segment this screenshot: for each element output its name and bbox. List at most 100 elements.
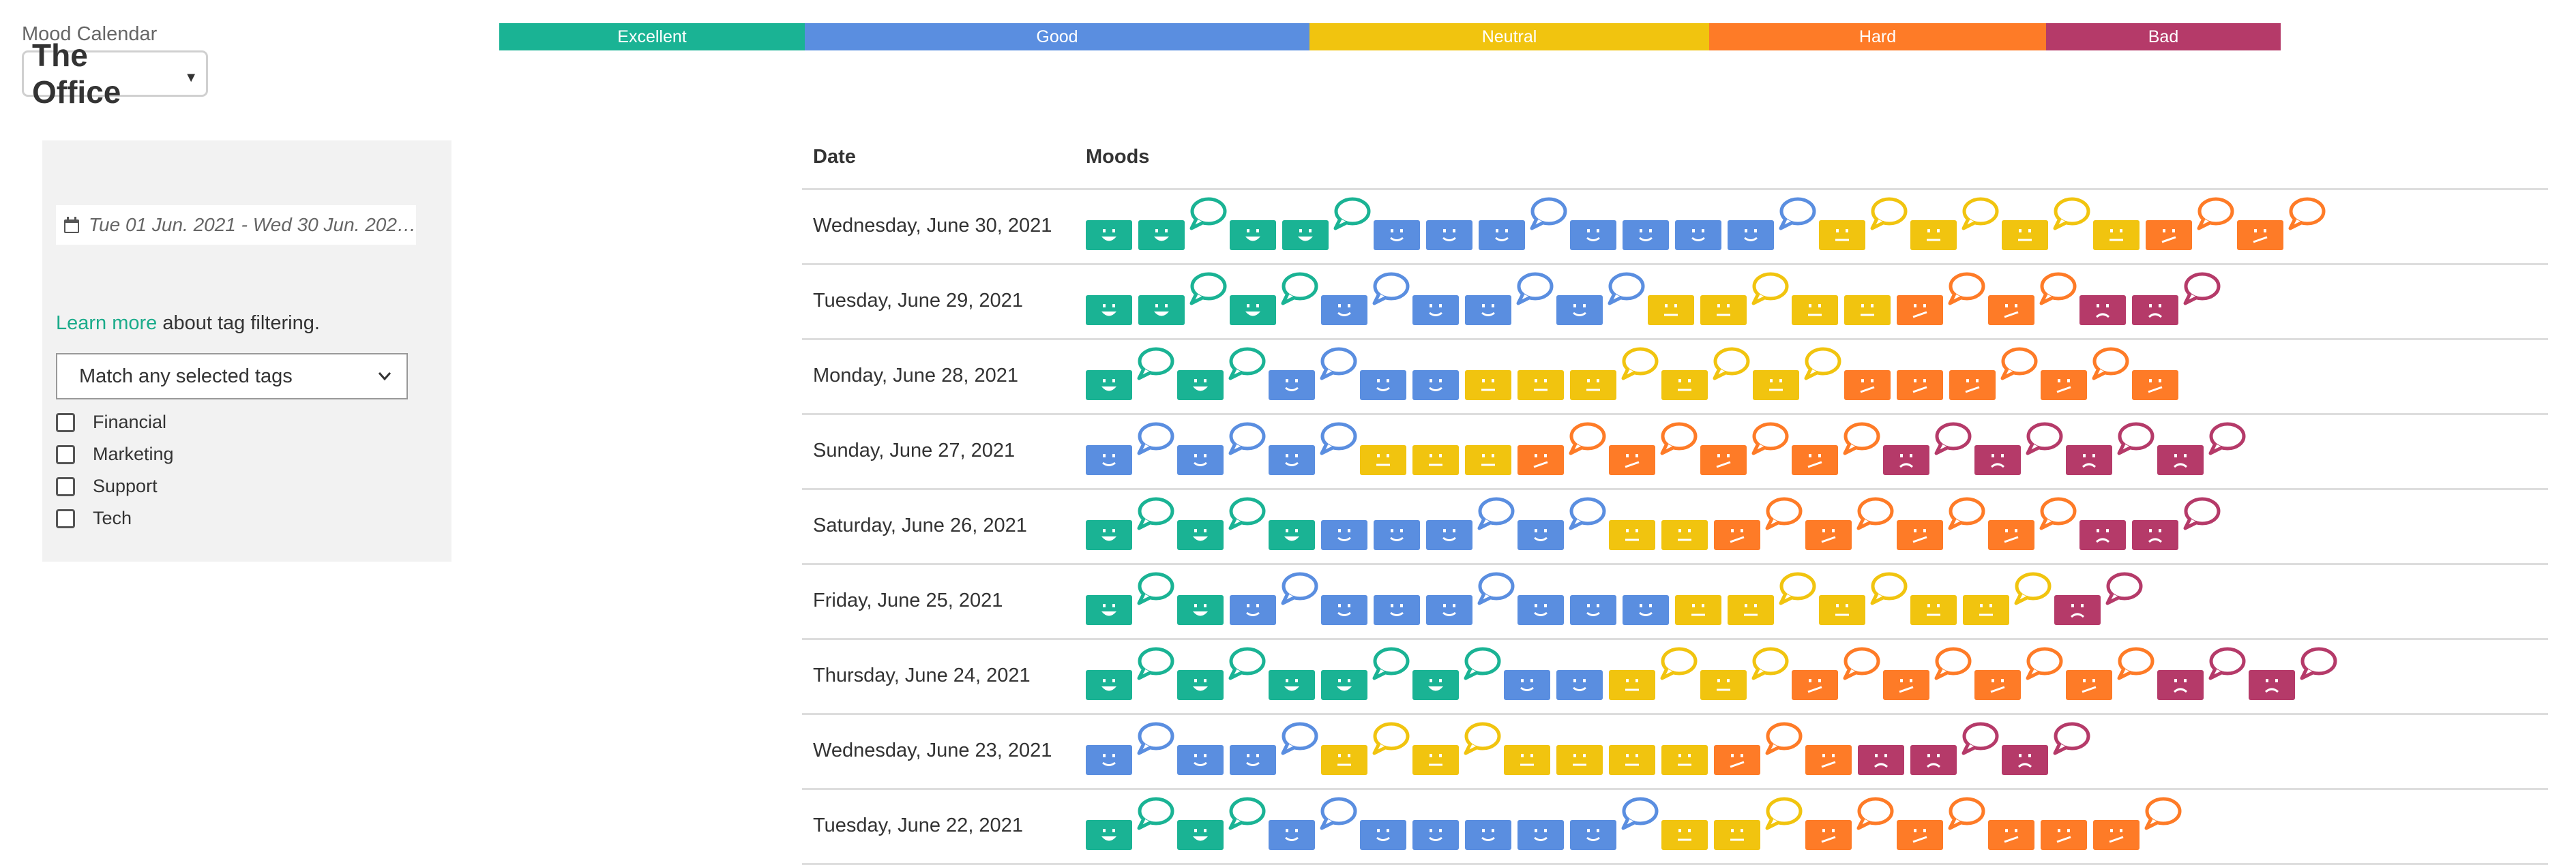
mood-hard-icon[interactable] (2093, 820, 2140, 850)
mood-good-icon[interactable] (1465, 295, 1511, 325)
comment-bubble-icon[interactable] (1764, 797, 1803, 831)
mood-excellent-icon[interactable] (1269, 670, 1315, 700)
comment-bubble-icon[interactable] (2052, 722, 2090, 756)
mood-bad-icon[interactable] (2002, 745, 2048, 775)
mood-excellent-icon[interactable] (1086, 220, 1132, 250)
mood-good-icon[interactable] (1623, 220, 1669, 250)
comment-bubble-icon[interactable] (2025, 422, 2063, 456)
mood-hard-icon[interactable] (1700, 445, 1747, 475)
mood-good-icon[interactable] (1086, 745, 1132, 775)
mood-good-icon[interactable] (1518, 520, 1564, 550)
mood-hard-icon[interactable] (1805, 745, 1852, 775)
mood-good-icon[interactable] (1269, 820, 1315, 850)
tag-checkbox[interactable] (56, 509, 75, 528)
comment-bubble-icon[interactable] (1319, 347, 1357, 381)
comment-bubble-icon[interactable] (1712, 347, 1750, 381)
comment-bubble-icon[interactable] (1961, 197, 1999, 231)
mood-neutral-icon[interactable] (1609, 745, 1655, 775)
comment-bubble-icon[interactable] (2208, 647, 2246, 681)
mood-excellent-icon[interactable] (1177, 370, 1224, 400)
comment-bubble-icon[interactable] (2182, 497, 2221, 531)
comment-bubble-icon[interactable] (1620, 797, 1659, 831)
comment-bubble-icon[interactable] (2039, 497, 2077, 531)
comment-bubble-icon[interactable] (1659, 422, 1698, 456)
mood-good-icon[interactable] (1412, 820, 1459, 850)
mood-neutral-icon[interactable] (1714, 820, 1760, 850)
comment-bubble-icon[interactable] (1934, 422, 1972, 456)
mood-excellent-icon[interactable] (1269, 520, 1315, 550)
mood-neutral-icon[interactable] (1661, 370, 1708, 400)
mood-excellent-icon[interactable] (1177, 595, 1224, 625)
comment-bubble-icon[interactable] (1228, 497, 1266, 531)
comment-bubble-icon[interactable] (2013, 572, 2052, 606)
mood-hard-icon[interactable] (2237, 220, 2283, 250)
mood-neutral-icon[interactable] (1675, 595, 1721, 625)
comment-bubble-icon[interactable] (1136, 797, 1174, 831)
mood-bad-icon[interactable] (2066, 445, 2112, 475)
comment-bubble-icon[interactable] (2052, 197, 2090, 231)
mood-hard-icon[interactable] (1897, 520, 1943, 550)
mood-excellent-icon[interactable] (1321, 670, 1367, 700)
mood-neutral-icon[interactable] (1910, 220, 1957, 250)
mood-hard-icon[interactable] (2146, 220, 2192, 250)
comment-bubble-icon[interactable] (1842, 647, 1880, 681)
comment-bubble-icon[interactable] (2025, 647, 2063, 681)
mood-excellent-icon[interactable] (1086, 370, 1132, 400)
mood-good-icon[interactable] (1570, 820, 1616, 850)
mood-excellent-icon[interactable] (1086, 595, 1132, 625)
tag-match-select[interactable]: Match any selected tags (56, 353, 408, 399)
mood-neutral-icon[interactable] (1819, 595, 1865, 625)
comment-bubble-icon[interactable] (1856, 497, 1894, 531)
comment-bubble-icon[interactable] (1136, 572, 1174, 606)
mood-good-icon[interactable] (1426, 520, 1472, 550)
mood-excellent-icon[interactable] (1138, 295, 1185, 325)
comment-bubble-icon[interactable] (2144, 797, 2182, 831)
comment-bubble-icon[interactable] (2182, 272, 2221, 306)
mood-neutral-icon[interactable] (1700, 295, 1747, 325)
mood-neutral-icon[interactable] (1963, 595, 2009, 625)
comment-bubble-icon[interactable] (1778, 572, 1816, 606)
mood-excellent-icon[interactable] (1230, 295, 1276, 325)
comment-bubble-icon[interactable] (1764, 722, 1803, 756)
comment-bubble-icon[interactable] (1477, 572, 1515, 606)
mood-hard-icon[interactable] (1897, 295, 1943, 325)
comment-bubble-icon[interactable] (2116, 422, 2155, 456)
comment-bubble-icon[interactable] (1463, 647, 1501, 681)
mood-good-icon[interactable] (1412, 370, 1459, 400)
comment-bubble-icon[interactable] (2288, 197, 2326, 231)
mood-neutral-icon[interactable] (2002, 220, 2048, 250)
mood-bad-icon[interactable] (1858, 745, 1904, 775)
comment-bubble-icon[interactable] (1136, 422, 1174, 456)
mood-hard-icon[interactable] (1974, 670, 2021, 700)
comment-bubble-icon[interactable] (1778, 197, 1816, 231)
mood-good-icon[interactable] (1504, 670, 1550, 700)
mood-bad-icon[interactable] (1974, 445, 2021, 475)
mood-good-icon[interactable] (1465, 820, 1511, 850)
mood-good-icon[interactable] (1360, 370, 1406, 400)
comment-bubble-icon[interactable] (1869, 572, 1908, 606)
comment-bubble-icon[interactable] (1189, 272, 1227, 306)
mood-neutral-icon[interactable] (1609, 670, 1655, 700)
comment-bubble-icon[interactable] (1607, 272, 1645, 306)
comment-bubble-icon[interactable] (2091, 347, 2129, 381)
mood-hard-icon[interactable] (2041, 370, 2087, 400)
mood-neutral-icon[interactable] (1661, 745, 1708, 775)
mood-excellent-icon[interactable] (1177, 820, 1224, 850)
mood-neutral-icon[interactable] (1465, 370, 1511, 400)
mood-neutral-icon[interactable] (2093, 220, 2140, 250)
mood-excellent-icon[interactable] (1086, 295, 1132, 325)
comment-bubble-icon[interactable] (1280, 722, 1318, 756)
comment-bubble-icon[interactable] (1961, 722, 1999, 756)
mood-hard-icon[interactable] (1897, 820, 1943, 850)
mood-good-icon[interactable] (1269, 370, 1315, 400)
comment-bubble-icon[interactable] (2196, 197, 2234, 231)
comment-bubble-icon[interactable] (1659, 647, 1698, 681)
mood-excellent-icon[interactable] (1282, 220, 1329, 250)
comment-bubble-icon[interactable] (1136, 647, 1174, 681)
comment-bubble-icon[interactable] (1947, 497, 1985, 531)
mood-excellent-icon[interactable] (1086, 520, 1132, 550)
comment-bubble-icon[interactable] (1842, 422, 1880, 456)
mood-good-icon[interactable] (1728, 220, 1774, 250)
mood-good-icon[interactable] (1177, 745, 1224, 775)
tag-checkbox[interactable] (56, 476, 75, 496)
